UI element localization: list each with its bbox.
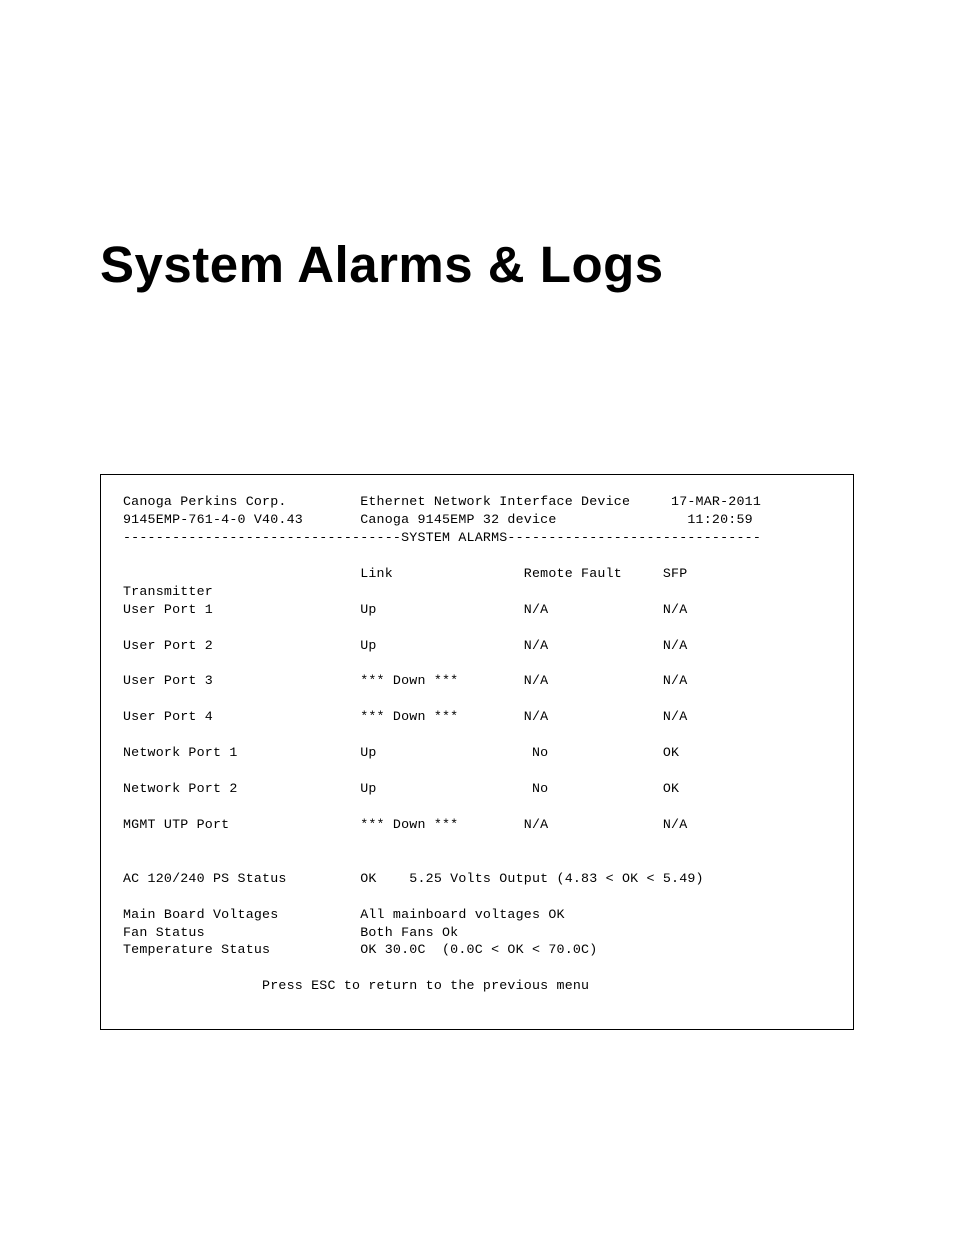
port-row-6: Network Port 2 Up No OK xyxy=(123,781,679,796)
divider-title: ----------------------------------SYSTEM… xyxy=(123,530,761,545)
ps-status-line: AC 120/240 PS Status OK 5.25 Volts Outpu… xyxy=(123,871,704,886)
page-container: System Alarms & Logs Canoga Perkins Corp… xyxy=(0,0,954,1090)
port-row-2: User Port 2 Up N/A N/A xyxy=(123,638,687,653)
mainboard-line: Main Board Voltages All mainboard voltag… xyxy=(123,907,565,922)
port-row-3: User Port 3 *** Down *** N/A N/A xyxy=(123,673,687,688)
port-row-7: MGMT UTP Port *** Down *** N/A N/A xyxy=(123,817,687,832)
column-headers: Link Remote Fault SFP xyxy=(123,566,687,581)
port-row-4: User Port 4 *** Down *** N/A N/A xyxy=(123,709,687,724)
port-row-5: Network Port 1 Up No OK xyxy=(123,745,679,760)
terminal-output: Canoga Perkins Corp. Ethernet Network In… xyxy=(100,474,854,1030)
transmitter-label: Transmitter xyxy=(123,584,213,599)
temp-line: Temperature Status OK 30.0C (0.0C < OK <… xyxy=(123,942,597,957)
fan-line: Fan Status Both Fans Ok xyxy=(123,925,458,940)
footer-instruction: Press ESC to return to the previous menu xyxy=(123,978,589,993)
port-row-1: User Port 1 Up N/A N/A xyxy=(123,602,687,617)
hdr-model-line: 9145EMP-761-4-0 V40.43 Canoga 9145EMP 32… xyxy=(123,512,753,527)
page-title: System Alarms & Logs xyxy=(100,235,854,294)
hdr-company: Canoga Perkins Corp. Ethernet Network In… xyxy=(123,494,761,509)
